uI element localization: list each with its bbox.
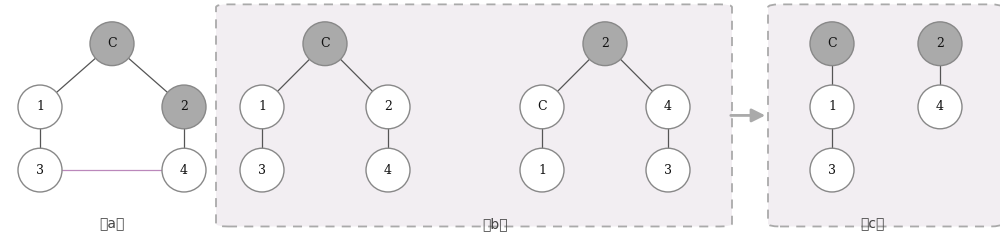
Text: C: C — [320, 37, 330, 50]
Text: 1: 1 — [828, 100, 836, 113]
Text: C: C — [537, 100, 547, 113]
Text: （a）: （a） — [99, 217, 125, 231]
Ellipse shape — [810, 148, 854, 192]
FancyBboxPatch shape — [768, 4, 1000, 226]
Ellipse shape — [918, 85, 962, 129]
Ellipse shape — [303, 22, 347, 66]
Text: 1: 1 — [258, 100, 266, 113]
Ellipse shape — [18, 148, 62, 192]
Text: C: C — [107, 37, 117, 50]
Text: 1: 1 — [36, 100, 44, 113]
Ellipse shape — [646, 148, 690, 192]
Text: 3: 3 — [828, 164, 836, 177]
Ellipse shape — [90, 22, 134, 66]
Ellipse shape — [162, 85, 206, 129]
Ellipse shape — [520, 85, 564, 129]
Ellipse shape — [583, 22, 627, 66]
Ellipse shape — [810, 85, 854, 129]
Text: 2: 2 — [601, 37, 609, 50]
Text: 2: 2 — [180, 100, 188, 113]
Ellipse shape — [646, 85, 690, 129]
Text: 4: 4 — [936, 100, 944, 113]
Ellipse shape — [18, 85, 62, 129]
Text: 3: 3 — [664, 164, 672, 177]
Text: （b）: （b） — [482, 217, 508, 231]
Ellipse shape — [918, 22, 962, 66]
Text: 1: 1 — [538, 164, 546, 177]
FancyBboxPatch shape — [216, 4, 732, 226]
Text: 4: 4 — [664, 100, 672, 113]
Text: （c）: （c） — [860, 217, 884, 231]
Text: 3: 3 — [36, 164, 44, 177]
Text: 3: 3 — [258, 164, 266, 177]
Text: 2: 2 — [936, 37, 944, 50]
Ellipse shape — [240, 85, 284, 129]
Ellipse shape — [366, 148, 410, 192]
Ellipse shape — [366, 85, 410, 129]
Ellipse shape — [810, 22, 854, 66]
Ellipse shape — [520, 148, 564, 192]
Ellipse shape — [162, 148, 206, 192]
Text: 4: 4 — [384, 164, 392, 177]
Text: C: C — [827, 37, 837, 50]
Text: 4: 4 — [180, 164, 188, 177]
Ellipse shape — [240, 148, 284, 192]
Text: 2: 2 — [384, 100, 392, 113]
